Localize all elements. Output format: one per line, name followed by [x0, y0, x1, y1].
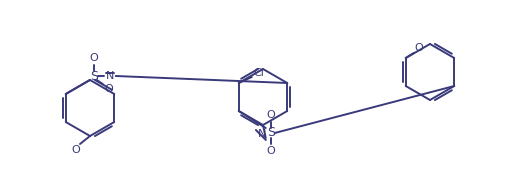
Text: N: N — [105, 71, 114, 81]
Text: N: N — [258, 129, 266, 139]
Text: O: O — [414, 43, 423, 53]
Text: O: O — [267, 110, 275, 120]
Text: O: O — [90, 53, 98, 63]
Text: S: S — [90, 69, 98, 83]
Text: O: O — [72, 145, 81, 155]
Text: Cl: Cl — [253, 68, 264, 78]
Text: O: O — [104, 84, 113, 94]
Text: S: S — [267, 126, 275, 139]
Text: O: O — [267, 146, 275, 156]
